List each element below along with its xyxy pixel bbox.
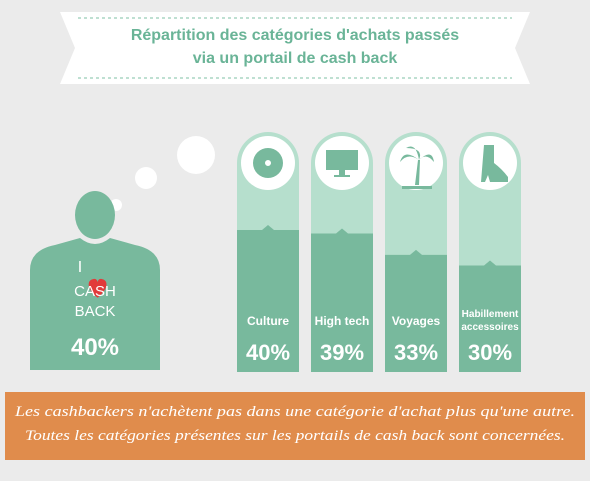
footer-line: Toutes les catégories présentes sur les … (25, 428, 565, 444)
title-line: via un portail de cash back (193, 50, 398, 67)
icon-circle (241, 136, 295, 190)
icon (400, 146, 434, 189)
figure-text: I (78, 259, 82, 276)
category-label: Voyages (391, 313, 441, 328)
title-border (78, 17, 512, 79)
icon (253, 148, 283, 178)
heart (88, 278, 107, 298)
category-label: High tech (314, 313, 370, 328)
value-label: 39% (320, 340, 364, 365)
footer-line: Les cashbackers n'achètent pas dans une … (14, 404, 575, 420)
icon (481, 145, 508, 182)
category-label: Culture (247, 313, 289, 328)
bar (385, 249, 447, 372)
category-label: Habillement accessoires (461, 309, 519, 333)
figure-value: 40% (71, 334, 119, 361)
title-line: Répartition des catégories d'achats pass… (131, 27, 459, 44)
bar (237, 225, 299, 372)
footer-banner (5, 392, 585, 460)
bar (459, 260, 521, 372)
figure-text: BACK (75, 303, 116, 320)
bar (311, 228, 373, 372)
person-head (75, 191, 115, 239)
bubble (135, 167, 157, 189)
person-body (30, 238, 160, 370)
value-label: 40% (246, 340, 290, 365)
icon (326, 150, 358, 177)
title-banner (60, 12, 530, 84)
bubble (177, 136, 215, 174)
figure-text: CASH (74, 283, 116, 300)
icon-circle (389, 136, 443, 190)
value-label: 33% (394, 340, 438, 365)
value-label: 30% (468, 340, 512, 365)
